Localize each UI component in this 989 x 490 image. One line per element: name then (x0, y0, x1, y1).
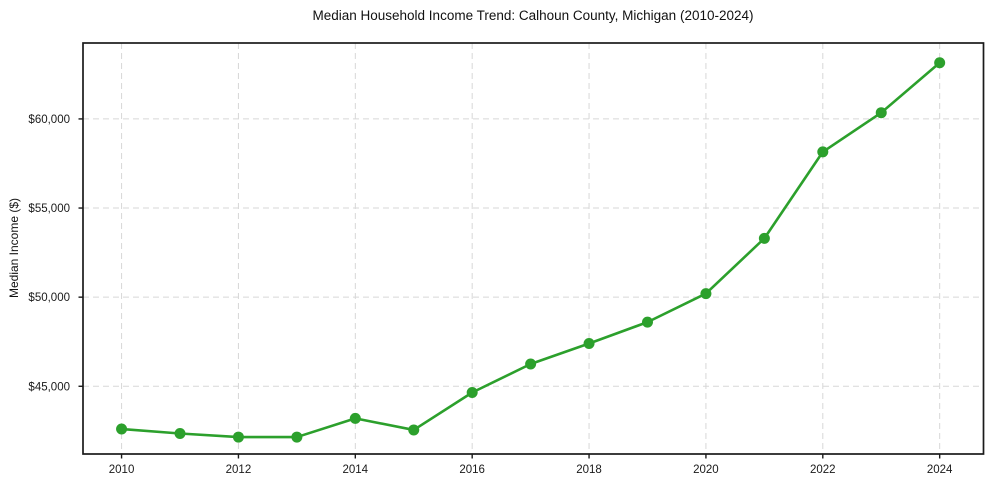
y-tick-label: $60,000 (28, 114, 70, 126)
data-point (758, 232, 770, 244)
data-point (641, 316, 653, 328)
data-point (116, 423, 128, 435)
y-tick-label: $55,000 (28, 203, 70, 215)
x-tick-label: 2012 (226, 464, 252, 476)
x-tick-label: 2020 (693, 464, 719, 476)
data-point (349, 412, 361, 424)
data-point (291, 431, 303, 443)
y-tick-label: $50,000 (28, 292, 70, 304)
data-point (700, 288, 712, 300)
data-point (232, 431, 244, 443)
data-point (583, 337, 595, 349)
data-point (875, 107, 887, 119)
data-point (466, 387, 478, 399)
x-tick-label: 2022 (810, 464, 836, 476)
data-point (525, 358, 537, 370)
x-tick-label: 2018 (576, 464, 602, 476)
x-tick-label: 2014 (343, 464, 369, 476)
x-tick-label: 2024 (927, 464, 953, 476)
data-point (408, 424, 420, 436)
chart-title: Median Household Income Trend: Calhoun C… (312, 8, 754, 23)
x-tick-label: 2010 (109, 464, 135, 476)
x-tick-label: 2016 (459, 464, 485, 476)
data-point (934, 57, 946, 69)
axes-border (82, 42, 985, 455)
data-point (817, 146, 829, 158)
y-tick-label: $45,000 (28, 381, 70, 393)
data-point (174, 428, 186, 440)
